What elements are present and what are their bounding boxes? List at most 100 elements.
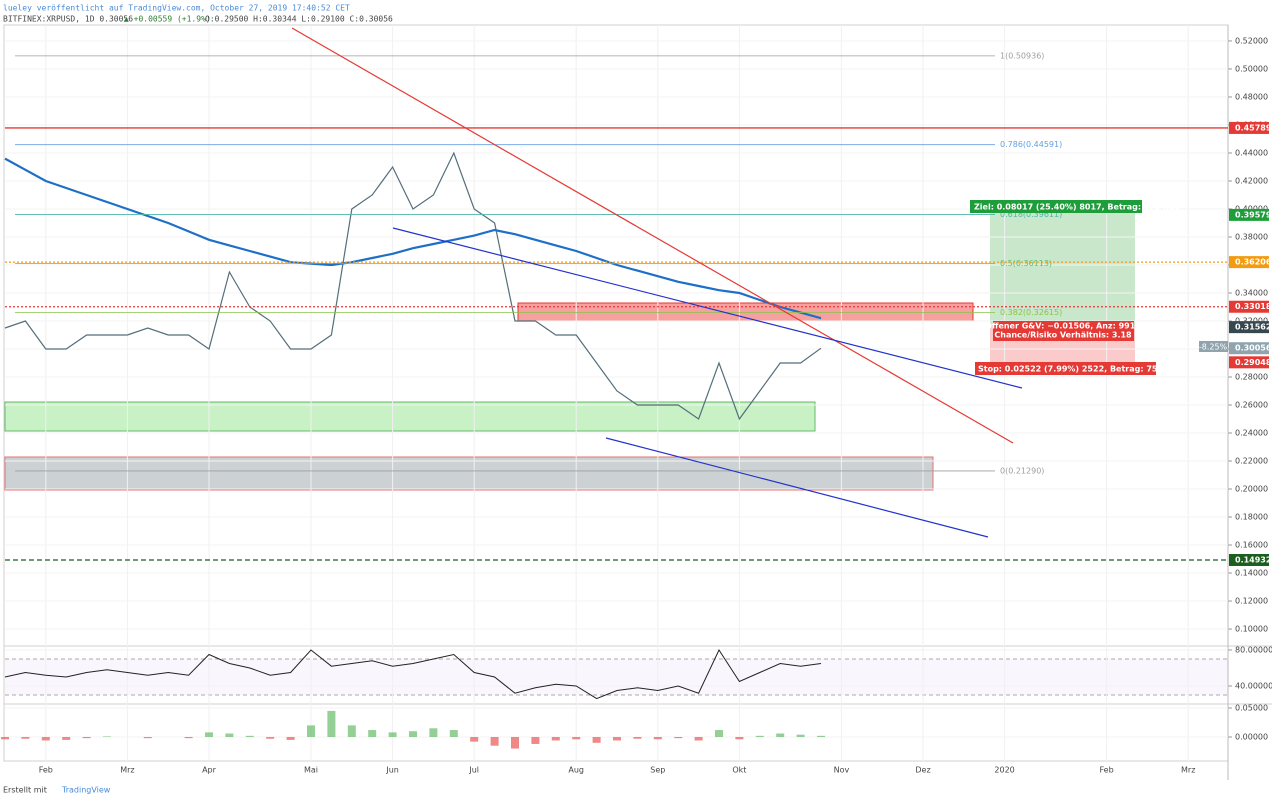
y-tick-label: 0.42000 (1235, 176, 1268, 185)
fib-label: 0(0.21290) (1000, 466, 1044, 475)
target-label-bg (970, 200, 1142, 213)
y-tick-label: 0.12000 (1235, 597, 1268, 606)
bar (653, 736, 662, 740)
bar (572, 736, 581, 740)
change: ▲ +0.00559 (+1.9%) (124, 15, 211, 24)
fib-label: 0.5(0.36113) (1000, 259, 1052, 268)
fib-label: 0.382(0.32615) (1000, 308, 1062, 317)
bar (347, 725, 356, 737)
x-tick-label: Mrz (120, 766, 134, 775)
x-tick-label: Mai (304, 766, 318, 775)
bar (470, 736, 479, 742)
y-tick-label: 0.52000 (1235, 36, 1268, 45)
price-tag (1229, 553, 1269, 566)
y-tick-label: 0.14000 (1235, 569, 1268, 578)
bar (409, 731, 417, 737)
y-tick-label: 0.18000 (1235, 513, 1268, 522)
y-tick-label: 80.00000 (1235, 645, 1272, 654)
price-tag-label: 0.14932 (1235, 555, 1271, 564)
y-tick-label: 0.38000 (1235, 232, 1268, 241)
trend-line (605, 437, 989, 538)
bar (796, 734, 805, 737)
x-tick-label: Apr (202, 766, 217, 775)
series-line (4, 648, 822, 700)
series-line (4, 157, 822, 320)
y-tick-label: 0.16000 (1235, 541, 1268, 550)
bar (449, 730, 458, 737)
y-tick-label: 40.00000 (1235, 681, 1272, 690)
bar (551, 736, 560, 741)
bar (143, 736, 152, 739)
y-tick-label: 0.20000 (1235, 485, 1268, 494)
bar (245, 735, 254, 737)
bar (1, 736, 9, 740)
fib-label: 0.618(0.39611) (1000, 210, 1062, 219)
publisher: lueley veröffentlicht auf TradingView.co… (3, 4, 350, 13)
target-label: Ziel: 0.08017 (25.40%) 8017, Betrag: 179… (974, 203, 1181, 212)
pnl-label-bg (993, 321, 1134, 341)
stop-label-bg (975, 362, 1156, 375)
bar (715, 730, 723, 737)
bar (184, 736, 193, 739)
bar (674, 736, 683, 739)
x-tick-label: Sep (650, 766, 665, 775)
symbol: BITFINEX:XRPUSD, 1D 0.30056 (3, 15, 133, 24)
price-tag-label: 0.36206 (1235, 258, 1272, 267)
distance-bg (1199, 341, 1228, 352)
bar (531, 736, 540, 744)
y-tick-label: 0.10000 (1235, 625, 1268, 634)
bar (817, 735, 825, 737)
y-tick-label: 0.00000 (1235, 732, 1268, 741)
x-tick-label: Aug (568, 766, 584, 775)
footer-prefix: Erstellt mit (3, 786, 47, 795)
x-tick-label: Okt (732, 766, 746, 775)
bar (225, 733, 234, 737)
y-tick-label: 0.50000 (1235, 64, 1268, 73)
x-tick-label: Feb (39, 766, 53, 775)
price-tag (1229, 342, 1269, 355)
bar (511, 736, 519, 749)
pnl-label: Offener G&V: −0.01506, Anz: 9912 (985, 322, 1141, 331)
price-tag (1229, 208, 1269, 221)
bar (755, 735, 764, 737)
bar (327, 710, 336, 737)
bar (735, 736, 744, 740)
fib-label: 1(0.50936) (1000, 51, 1044, 60)
y-tick-label: 0.34000 (1235, 288, 1268, 297)
price-tag (1229, 121, 1269, 134)
price-tag (1229, 256, 1269, 269)
price-tag (1229, 321, 1269, 334)
bar (613, 736, 621, 741)
rsi-band (5, 659, 1228, 695)
support-zone (4, 401, 816, 432)
stop-label: Stop: 0.02522 (7.99%) 2522, Betrag: 750.… (978, 365, 1177, 374)
price-tag (1229, 356, 1269, 369)
y-tick-label: 0.05000 (1235, 704, 1268, 713)
y-tick-label: 0.26000 (1235, 401, 1268, 410)
x-tick-label: Jun (385, 766, 399, 775)
bar (490, 736, 499, 746)
bar (694, 736, 703, 741)
trend-line (392, 227, 1023, 389)
ohlc: O:0.29500 H:0.30344 L:0.29100 C:0.30056 (205, 15, 393, 24)
y-tick-label: 0.28000 (1235, 373, 1268, 382)
bar (776, 733, 785, 737)
bar (286, 736, 295, 740)
distance-label: -8.25% (1199, 343, 1228, 352)
bar (41, 736, 50, 741)
price-tag-label: 0.31562 (1235, 323, 1271, 332)
bar (21, 736, 30, 739)
bar (368, 730, 377, 737)
x-tick-label: 2020 (994, 766, 1014, 775)
series-line (4, 151, 822, 421)
price-tag-label: 0.45789 (1235, 123, 1272, 132)
price-tag (1229, 300, 1269, 313)
ratio-label: Chance/Risiko Verhältnis: 3.18 (994, 331, 1132, 340)
bar (633, 736, 642, 739)
price-tag-label: 0.29048 (1235, 358, 1272, 367)
footer-brand: TradingView (61, 786, 111, 795)
bar (82, 736, 91, 739)
x-tick-label: Mrz (1181, 766, 1195, 775)
